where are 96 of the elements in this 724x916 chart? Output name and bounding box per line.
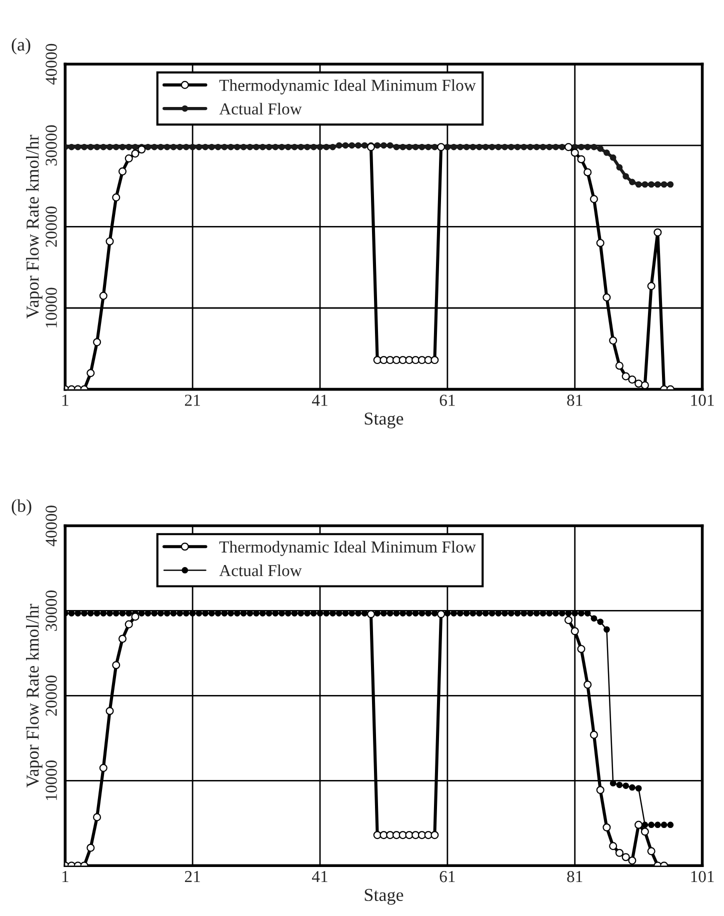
text: (b) [12,499,32,516]
legend-label: Thermodynamic Ideal Minimum Flow [219,79,476,94]
x-tick-label: 101 [691,870,714,882]
point [634,820,643,829]
x-tick-label: 101 [691,394,714,406]
point [405,831,414,840]
point [99,764,108,772]
point [86,369,95,378]
x-tick-label: 41 [312,394,328,406]
point [590,730,598,739]
point [373,831,382,840]
point [596,238,604,247]
point [424,831,432,840]
y-tick-label: 20000 [46,676,57,716]
point [424,356,432,364]
point [577,155,586,164]
y-tick-label: 30000 [46,125,57,166]
point [602,823,611,832]
y-axis-title: Vapor Flow Rate kmol/hr [26,604,42,788]
legend-label: Actual Flow [219,102,302,115]
point [92,813,102,822]
point [570,627,579,636]
point [430,356,439,364]
y-tick-label: 30000 [46,590,57,631]
point [418,356,426,364]
x-tick-label: 81 [567,870,582,882]
point [92,338,102,346]
point [112,661,120,670]
x-tick-label: 21 [184,394,200,406]
x-tick-label: 1 [62,871,68,882]
point [380,356,388,364]
point [634,380,643,388]
legend-label: Actual Flow [219,564,302,576]
point [564,616,573,624]
point [392,356,400,364]
point [647,847,656,856]
point [640,828,649,836]
point [106,706,114,716]
point [398,356,407,364]
x-axis-title: Stage [364,888,404,905]
point [628,376,636,384]
point [647,282,656,290]
point [118,634,127,643]
y-tick-label: 10000 [46,288,57,328]
y-tick-label: 40000 [46,44,57,85]
point [138,145,146,154]
point [628,856,636,865]
point [131,612,140,621]
legend-label: Thermodynamic Ideal Minimum Flow [219,540,476,556]
point [412,356,420,364]
y-axis-title: Vapor Flow Rate kmol/hr [26,134,42,319]
x-tick-label: 61 [440,394,455,406]
x-axis-title: Stage [364,412,404,428]
point [373,356,382,364]
point [615,848,624,857]
y-tick-label: 40000 [46,506,57,546]
point [131,150,140,158]
point [99,292,108,300]
point [584,168,592,176]
point [118,167,127,176]
point [386,356,394,364]
point [584,680,592,689]
point [418,831,426,840]
x-tick-label: 81 [567,394,582,406]
point [622,372,630,380]
point [405,356,414,364]
point [596,786,604,794]
point [366,143,376,152]
point [640,381,649,390]
point [412,831,420,840]
point [380,831,388,840]
point [622,853,630,862]
point [570,148,579,157]
point [386,831,394,840]
point [590,195,598,204]
point [124,620,133,628]
point [602,293,611,302]
point [106,237,114,246]
x-tick-label: 61 [440,871,455,882]
point [609,842,618,850]
point [124,154,133,162]
x-tick-label: 1 [62,394,68,406]
x-tick-label: 21 [184,871,200,882]
y-tick-label: 10000 [46,760,57,800]
point [609,336,618,345]
point [112,193,120,202]
point [398,831,407,840]
point [392,831,400,840]
point [577,644,586,653]
point [86,844,95,852]
x-tick-label: 41 [312,871,328,882]
text: (a) [12,38,30,54]
point [654,228,662,236]
point [615,362,624,370]
y-tick-label: 20000 [46,206,57,247]
point [430,831,439,840]
